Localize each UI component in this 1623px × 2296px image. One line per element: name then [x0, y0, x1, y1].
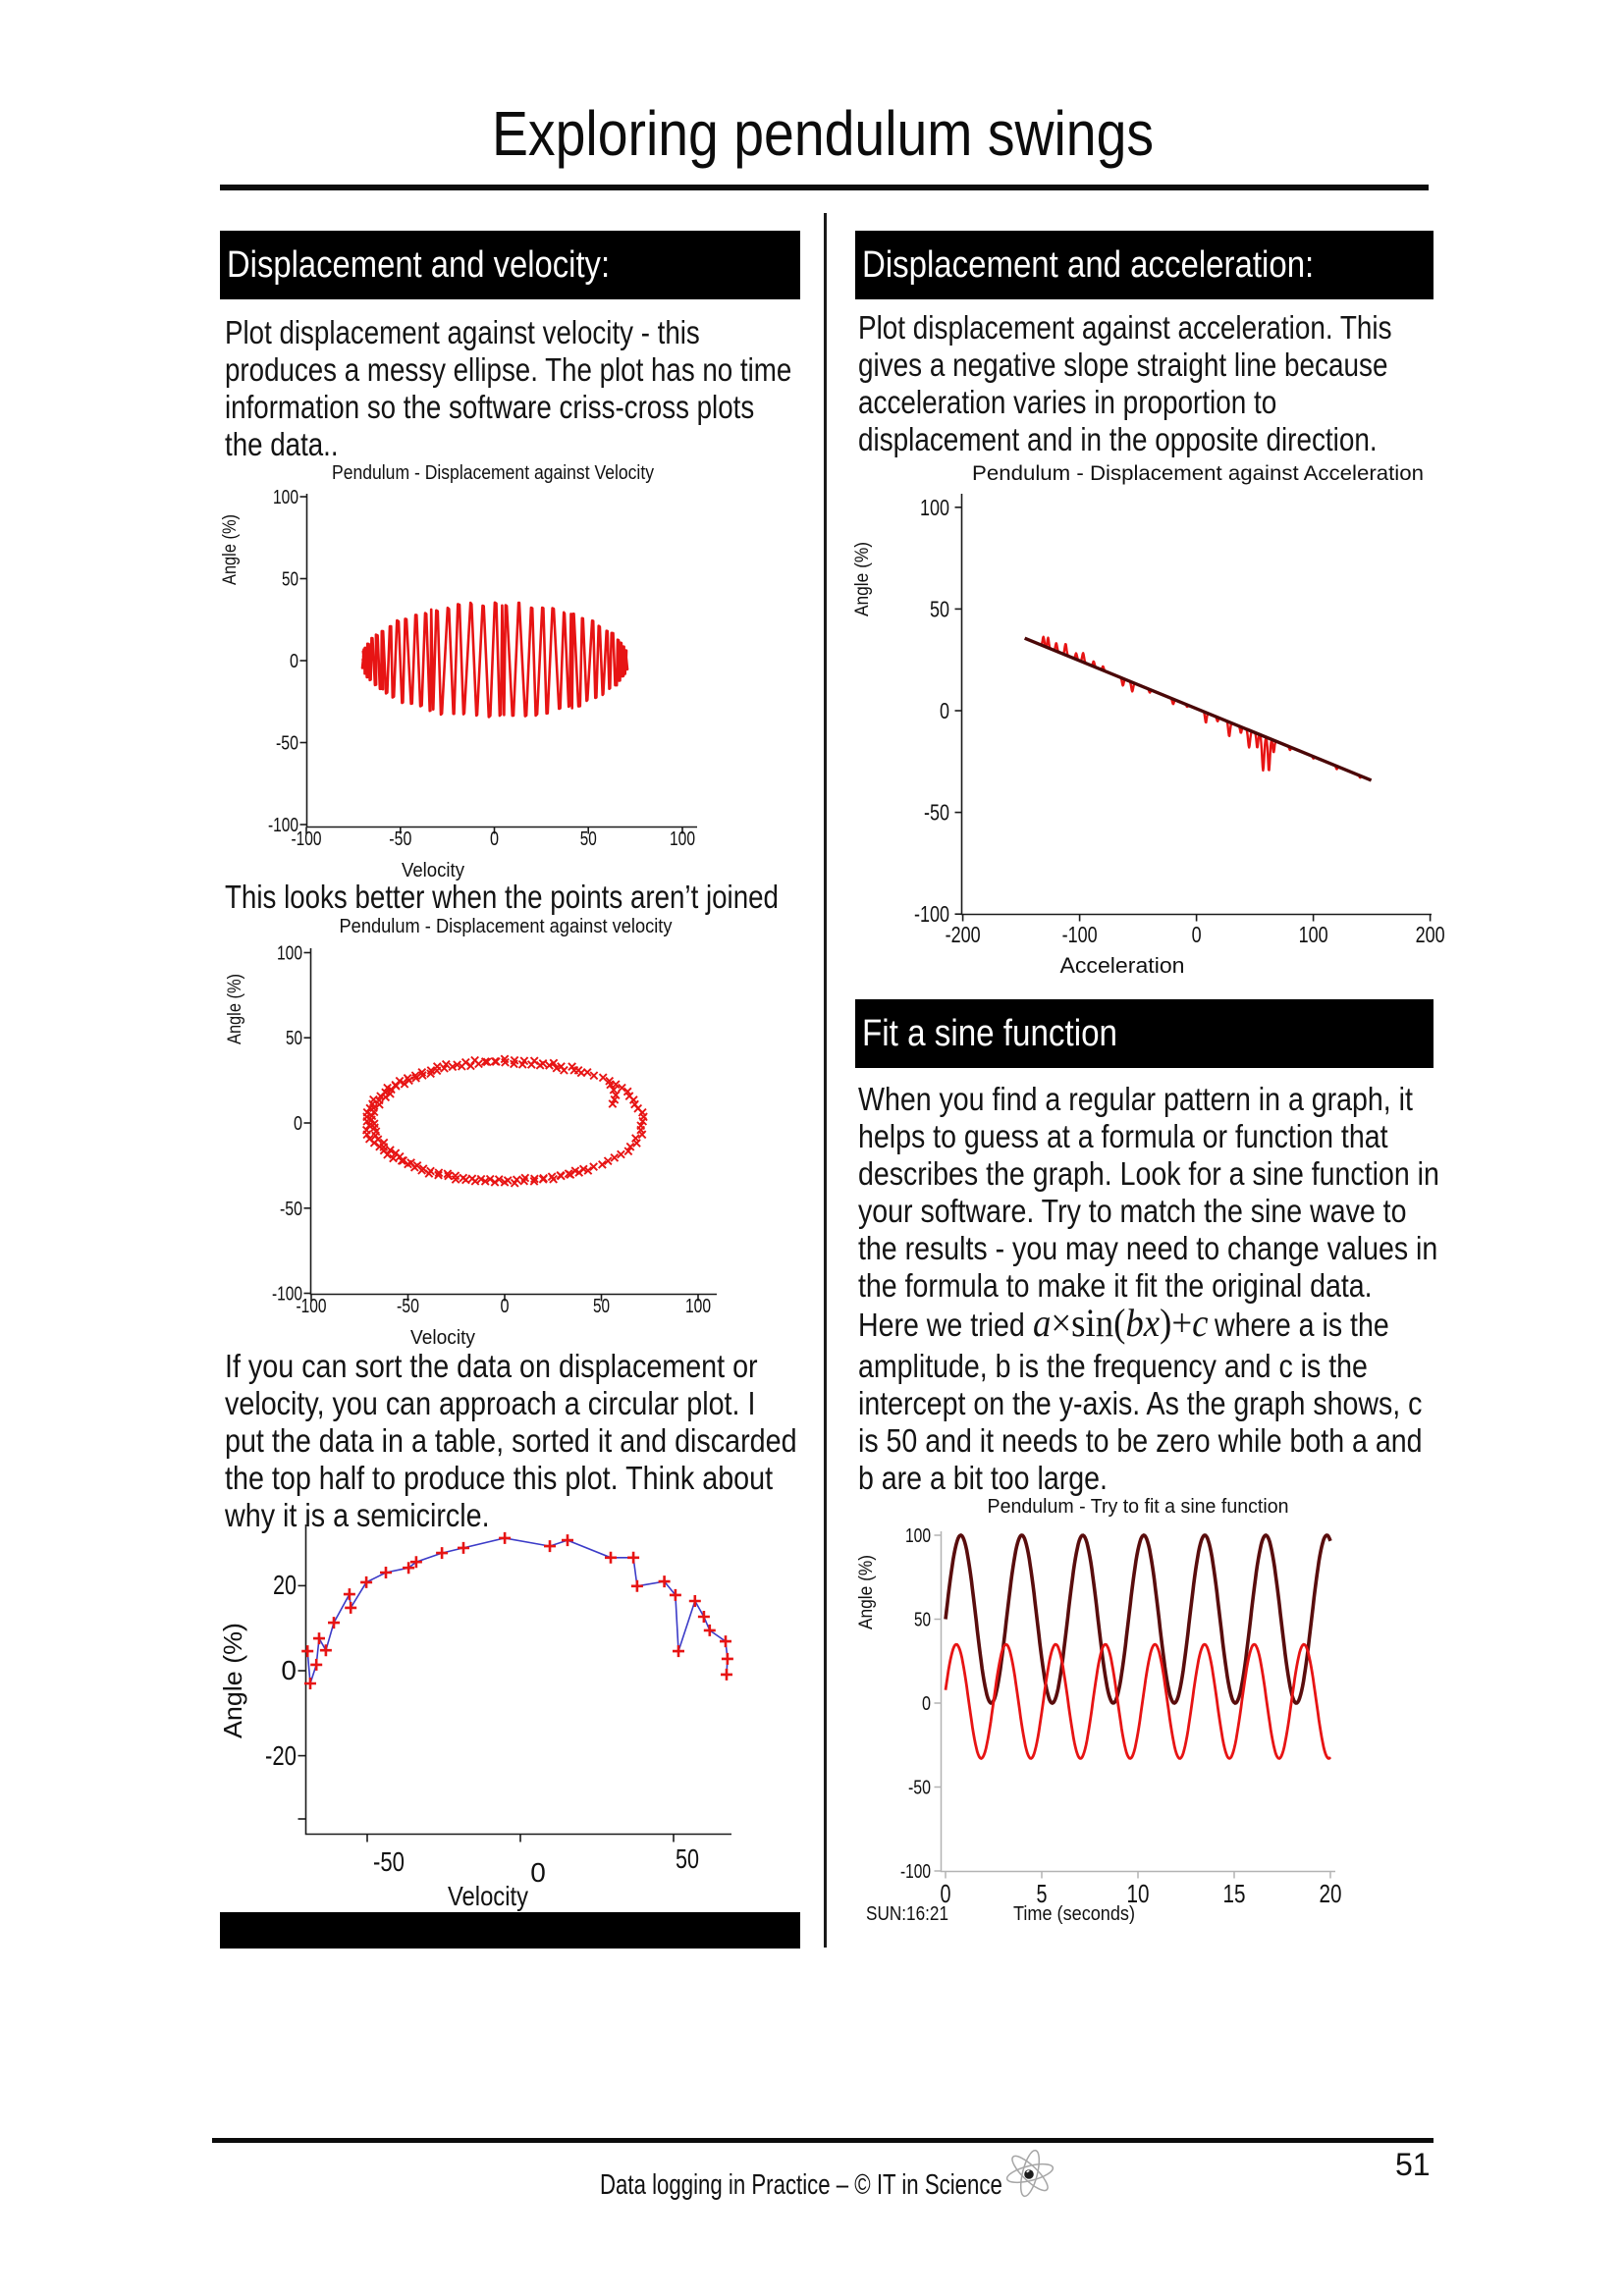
svg-text:-50: -50: [908, 1778, 931, 1799]
svg-text:-50: -50: [389, 828, 411, 850]
svg-text:100: 100: [277, 943, 302, 965]
svg-text:Acceleration: Acceleration: [1060, 953, 1185, 978]
svg-text:100: 100: [920, 495, 949, 520]
svg-text:Pendulum - Displacement agains: Pendulum - Displacement against Velocity: [332, 462, 654, 484]
svg-text:50: 50: [282, 569, 298, 591]
svg-text:0: 0: [290, 651, 298, 672]
svg-text:Pendulum - Displacement agains: Pendulum - Displacement against velocity: [340, 916, 673, 937]
svg-text:100: 100: [685, 1296, 711, 1317]
svg-text:-50: -50: [397, 1296, 419, 1317]
svg-text:100: 100: [670, 828, 695, 850]
svg-text:50: 50: [914, 1610, 931, 1631]
svg-text:5: 5: [1037, 1879, 1048, 1908]
svg-text:0: 0: [922, 1693, 931, 1715]
svg-text:-100: -100: [272, 1284, 302, 1306]
svg-text:100: 100: [273, 487, 298, 508]
svg-text:Angle (%): Angle (%): [856, 1555, 877, 1629]
svg-text:Velocity: Velocity: [402, 860, 464, 881]
svg-text:50: 50: [676, 1843, 699, 1874]
svg-text:-100: -100: [1062, 922, 1098, 947]
svg-text:-100: -100: [297, 1296, 327, 1317]
svg-text:0: 0: [530, 1857, 546, 1888]
svg-text:-100: -100: [292, 828, 322, 850]
svg-text:Pendulum - Displacement agains: Pendulum - Displacement against Accelera…: [972, 462, 1424, 485]
svg-text:Angle (%): Angle (%): [852, 542, 873, 616]
svg-text:100: 100: [905, 1525, 931, 1547]
svg-text:50: 50: [593, 1296, 610, 1317]
svg-text:50: 50: [286, 1028, 302, 1049]
svg-text:0: 0: [941, 1879, 951, 1908]
svg-text:0: 0: [490, 828, 499, 850]
svg-text:0: 0: [501, 1296, 510, 1317]
svg-text:-100: -100: [900, 1861, 931, 1883]
svg-text:50: 50: [930, 596, 949, 621]
svg-text:-200: -200: [946, 922, 981, 947]
svg-text:15: 15: [1223, 1879, 1246, 1908]
svg-text:0: 0: [940, 698, 949, 723]
svg-text:Angle (%): Angle (%): [218, 1623, 247, 1738]
svg-text:Velocity: Velocity: [448, 1881, 528, 1911]
svg-text:0: 0: [1192, 922, 1202, 947]
svg-text:SUN:16:21: SUN:16:21: [866, 1903, 948, 1925]
svg-text:Angle (%): Angle (%): [220, 514, 241, 585]
svg-text:20: 20: [273, 1570, 297, 1600]
svg-text:200: 200: [1416, 922, 1445, 947]
svg-text:-50: -50: [373, 1846, 405, 1877]
svg-text:-50: -50: [276, 733, 298, 755]
svg-text:-100: -100: [268, 815, 298, 836]
svg-text:10: 10: [1127, 1879, 1150, 1908]
svg-text:50: 50: [580, 828, 597, 850]
svg-text:0: 0: [294, 1113, 302, 1135]
svg-text:Angle (%): Angle (%): [225, 974, 245, 1044]
svg-text:-100: -100: [914, 901, 949, 927]
svg-text:0: 0: [281, 1655, 297, 1685]
svg-text:-20: -20: [265, 1740, 297, 1771]
svg-text:Pendulum - Try to fit a sine f: Pendulum - Try to fit a sine function: [988, 1496, 1289, 1518]
svg-text:20: 20: [1320, 1879, 1342, 1908]
svg-text:-50: -50: [280, 1199, 302, 1220]
svg-text:Velocity: Velocity: [410, 1327, 475, 1349]
svg-text:-50: -50: [924, 800, 949, 826]
svg-text:100: 100: [1299, 922, 1328, 947]
svg-text:Time (seconds): Time (seconds): [1013, 1903, 1135, 1925]
